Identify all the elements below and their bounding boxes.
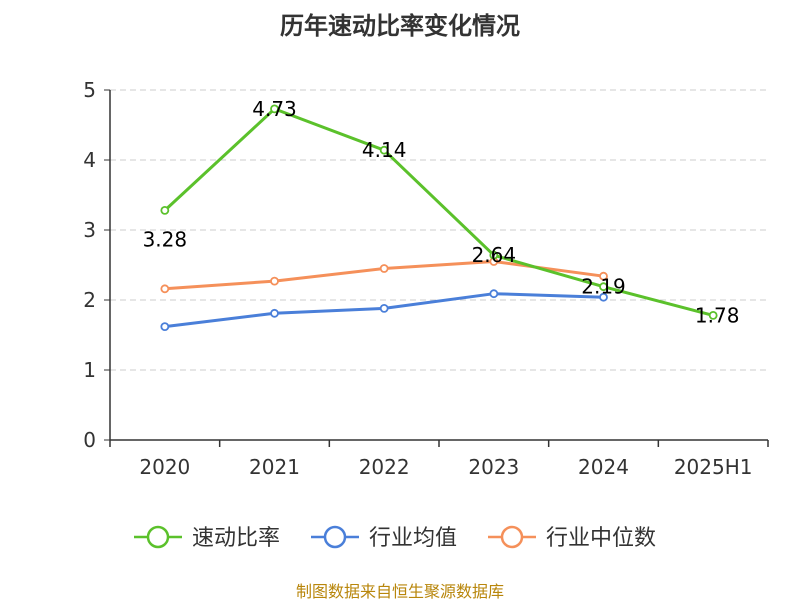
legend-item-0[interactable]: 速动比率 [134,525,280,551]
data-label: 3.28 [143,227,188,251]
y-tick-label: 1 [83,358,96,382]
data-label: 1.78 [695,303,740,327]
legend-label: 行业中位数 [546,526,656,551]
data-point[interactable] [270,104,279,114]
x-tick-label: 2021 [249,455,300,479]
legend-label: 行业均值 [369,526,457,551]
data-label: 2.64 [472,243,517,267]
data-point[interactable] [379,303,389,313]
legend-item-2[interactable]: 行业中位数 [488,525,656,551]
data-labels: 3.28 4.73 4.14 2.64 2.19 1.78 [143,97,740,327]
data-label: 4.73 [252,97,297,121]
chart-title: 历年速动比率变化情况 [280,12,520,40]
data-label: 2.19 [581,275,626,299]
data-point[interactable] [160,205,170,215]
legend-marker [323,525,347,549]
axes: 0 1 2 3 4 5 2020 2021 2022 2023 2024 2025H1 [83,78,769,479]
legend-marker [500,525,524,549]
grid-lines [110,89,768,371]
data-point[interactable] [599,282,608,292]
data-point[interactable] [160,322,170,332]
data-point[interactable] [379,145,389,155]
data-point[interactable] [599,292,608,302]
data-label: 4.14 [362,138,407,162]
y-tick-label: 0 [83,428,96,452]
x-tick-label: 2023 [468,455,519,479]
data-point[interactable] [708,310,718,320]
legend-marker [146,525,170,549]
x-tick-label: 2024 [578,455,629,479]
data-point[interactable] [160,284,170,294]
y-tick-label: 3 [83,218,96,242]
source-note: 制图数据来自恒生聚源数据库 [295,582,504,601]
y-tick-label: 5 [83,78,96,102]
data-point[interactable] [270,276,279,286]
legend-item-1[interactable]: 行业均值 [311,525,457,551]
x-tick-label: 2025H1 [674,455,753,479]
legend[interactable]: 速动比率 行业均值 行业中位数 [134,525,656,551]
legend-label: 速动比率 [192,526,280,551]
x-tick-label: 2020 [139,455,190,479]
data-point[interactable] [489,250,499,260]
data-point[interactable] [270,308,279,318]
series-line-0 [163,107,714,317]
series-lines [160,104,718,332]
data-point[interactable] [489,289,499,299]
y-tick-label: 4 [83,148,96,172]
data-point[interactable] [379,264,389,273]
x-tick-label: 2022 [359,455,410,479]
data-point[interactable] [599,271,608,281]
y-tick-label: 2 [83,288,96,312]
